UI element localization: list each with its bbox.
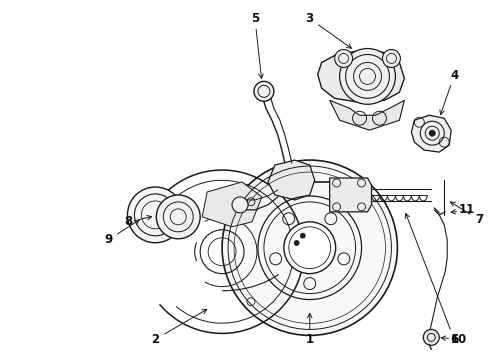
Circle shape	[300, 233, 305, 238]
Text: 8: 8	[124, 215, 133, 228]
Polygon shape	[412, 115, 451, 152]
Text: 4: 4	[450, 69, 458, 82]
Circle shape	[294, 240, 299, 246]
Circle shape	[222, 160, 397, 336]
Polygon shape	[268, 160, 315, 200]
Circle shape	[423, 329, 439, 345]
Circle shape	[420, 121, 444, 145]
Circle shape	[284, 222, 336, 274]
Text: 11: 11	[459, 203, 475, 216]
Circle shape	[335, 50, 353, 67]
Circle shape	[383, 50, 400, 67]
Polygon shape	[202, 182, 262, 227]
Circle shape	[232, 197, 248, 213]
Circle shape	[340, 49, 395, 104]
Polygon shape	[318, 50, 404, 102]
Circle shape	[254, 81, 274, 101]
Text: 3: 3	[306, 12, 314, 25]
Text: 7: 7	[475, 213, 483, 226]
Polygon shape	[330, 100, 404, 130]
Circle shape	[429, 130, 435, 136]
Circle shape	[127, 187, 183, 243]
Text: 6: 6	[450, 333, 458, 346]
Text: 9: 9	[104, 233, 113, 246]
Polygon shape	[330, 178, 371, 212]
Text: 1: 1	[306, 333, 314, 346]
Text: 10: 10	[451, 333, 467, 346]
Text: 5: 5	[251, 12, 259, 25]
Circle shape	[156, 195, 200, 239]
Text: 2: 2	[151, 333, 159, 346]
